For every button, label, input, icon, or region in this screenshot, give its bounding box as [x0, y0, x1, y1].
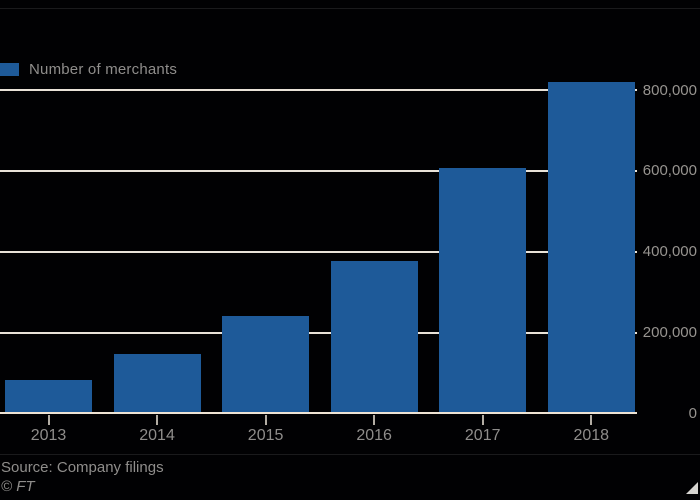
bar-2018	[547, 81, 635, 414]
bar-2016	[330, 261, 418, 414]
y-axis-label: 800,000	[642, 81, 697, 99]
bar-2013	[5, 379, 92, 414]
y-axis-label: 0	[688, 405, 697, 422]
source-note: Source: Company filings	[1, 459, 164, 476]
x-axis-tick	[156, 415, 159, 425]
x-axis-label-2014: 2014	[139, 427, 175, 444]
gridline-400000	[0, 250, 637, 253]
x-axis-tick	[481, 415, 484, 425]
x-axis-tick	[47, 415, 50, 425]
legend-label: Number of merchants	[29, 61, 178, 78]
x-axis-tick	[373, 415, 376, 425]
x-axis-label-2013: 2013	[30, 427, 67, 444]
y-axis-label: 400,000	[642, 243, 697, 261]
ft-credit: © FT	[1, 478, 35, 495]
x-axis-label-2015: 2015	[247, 427, 284, 444]
bar-2014	[113, 353, 201, 414]
gridline-600000	[0, 169, 637, 172]
y-axis-label: 200,000	[642, 324, 697, 342]
gridline-200000	[0, 331, 637, 334]
legend-swatch-icon	[0, 63, 19, 76]
bar-2015	[222, 316, 310, 414]
footer-divider	[0, 454, 700, 455]
x-axis-tick	[264, 415, 267, 425]
x-axis-line	[0, 412, 637, 414]
x-axis-tick	[590, 415, 593, 425]
bar-2017	[439, 168, 527, 414]
y-axis-label: 600,000	[642, 162, 697, 180]
x-axis-label-2018: 2018	[573, 427, 610, 444]
top-divider	[0, 8, 700, 9]
x-axis-label-2017: 2017	[464, 427, 501, 444]
corner-triangle-icon	[686, 482, 698, 494]
legend: Number of merchants	[0, 61, 177, 78]
gridline-800000	[0, 89, 637, 91]
x-axis-label-2016: 2016	[356, 427, 392, 444]
